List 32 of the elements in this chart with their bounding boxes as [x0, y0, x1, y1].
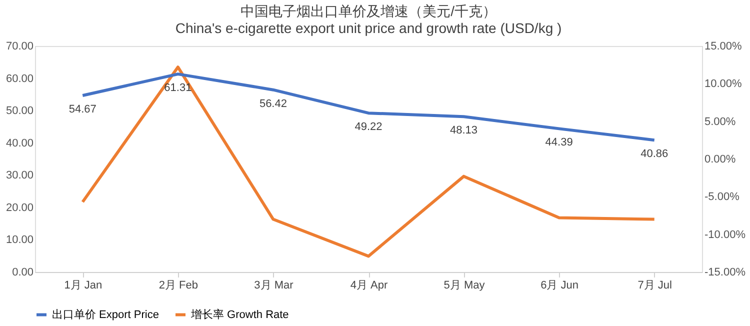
data-label: 56.42 [259, 98, 287, 110]
x-tick-label: 6月 Jun [540, 280, 579, 292]
chart-subtitle: China's e-cigarette export unit price and growth rate (USD/kg ) [175, 20, 562, 36]
y2-tick-label: 10.00% [704, 78, 742, 90]
y2-tick-label: 0.00% [704, 154, 736, 166]
y-tick-label: 20.00 [6, 202, 34, 214]
y2-tick-label: 15.00% [704, 40, 742, 52]
legend-label: 增长率 Growth Rate [190, 308, 289, 321]
data-label: 54.67 [68, 103, 96, 116]
x-tick-label: 1月 Jan [64, 280, 102, 292]
x-tick-label: 7月 Jul [638, 280, 672, 292]
x-tick-label: 5月 May [444, 280, 486, 292]
chart-title: 中国电子烟出口单价及增速（美元/千克） [240, 3, 496, 19]
y2-tick-label: -5.00% [704, 191, 740, 204]
x-tick-label: 4月 Apr [350, 280, 388, 292]
y-tick-label: 40.00 [6, 137, 34, 150]
x-tick-label: 2月 Feb [158, 280, 198, 292]
y-tick-label: 30.00 [6, 170, 34, 182]
y-tick-label: 0.00 [12, 266, 34, 278]
data-label: 49.22 [354, 121, 382, 134]
data-label: 40.86 [640, 148, 668, 160]
y-tick-label: 60.00 [6, 72, 34, 85]
legend-label: 出口单价 Export Price [52, 308, 159, 321]
y2-tick-label: -10.00% [704, 228, 746, 241]
y-tick-label: 10.00 [6, 234, 34, 246]
data-label: 44.39 [545, 136, 573, 149]
y-tick-label: 70.00 [6, 40, 34, 52]
data-label: 48.13 [450, 124, 478, 137]
x-tick-label: 3月 Mar [254, 280, 294, 292]
y2-tick-label: -15.00% [704, 266, 746, 278]
y-tick-label: 50.00 [6, 105, 34, 118]
y2-tick-label: 5.00% [704, 116, 736, 128]
